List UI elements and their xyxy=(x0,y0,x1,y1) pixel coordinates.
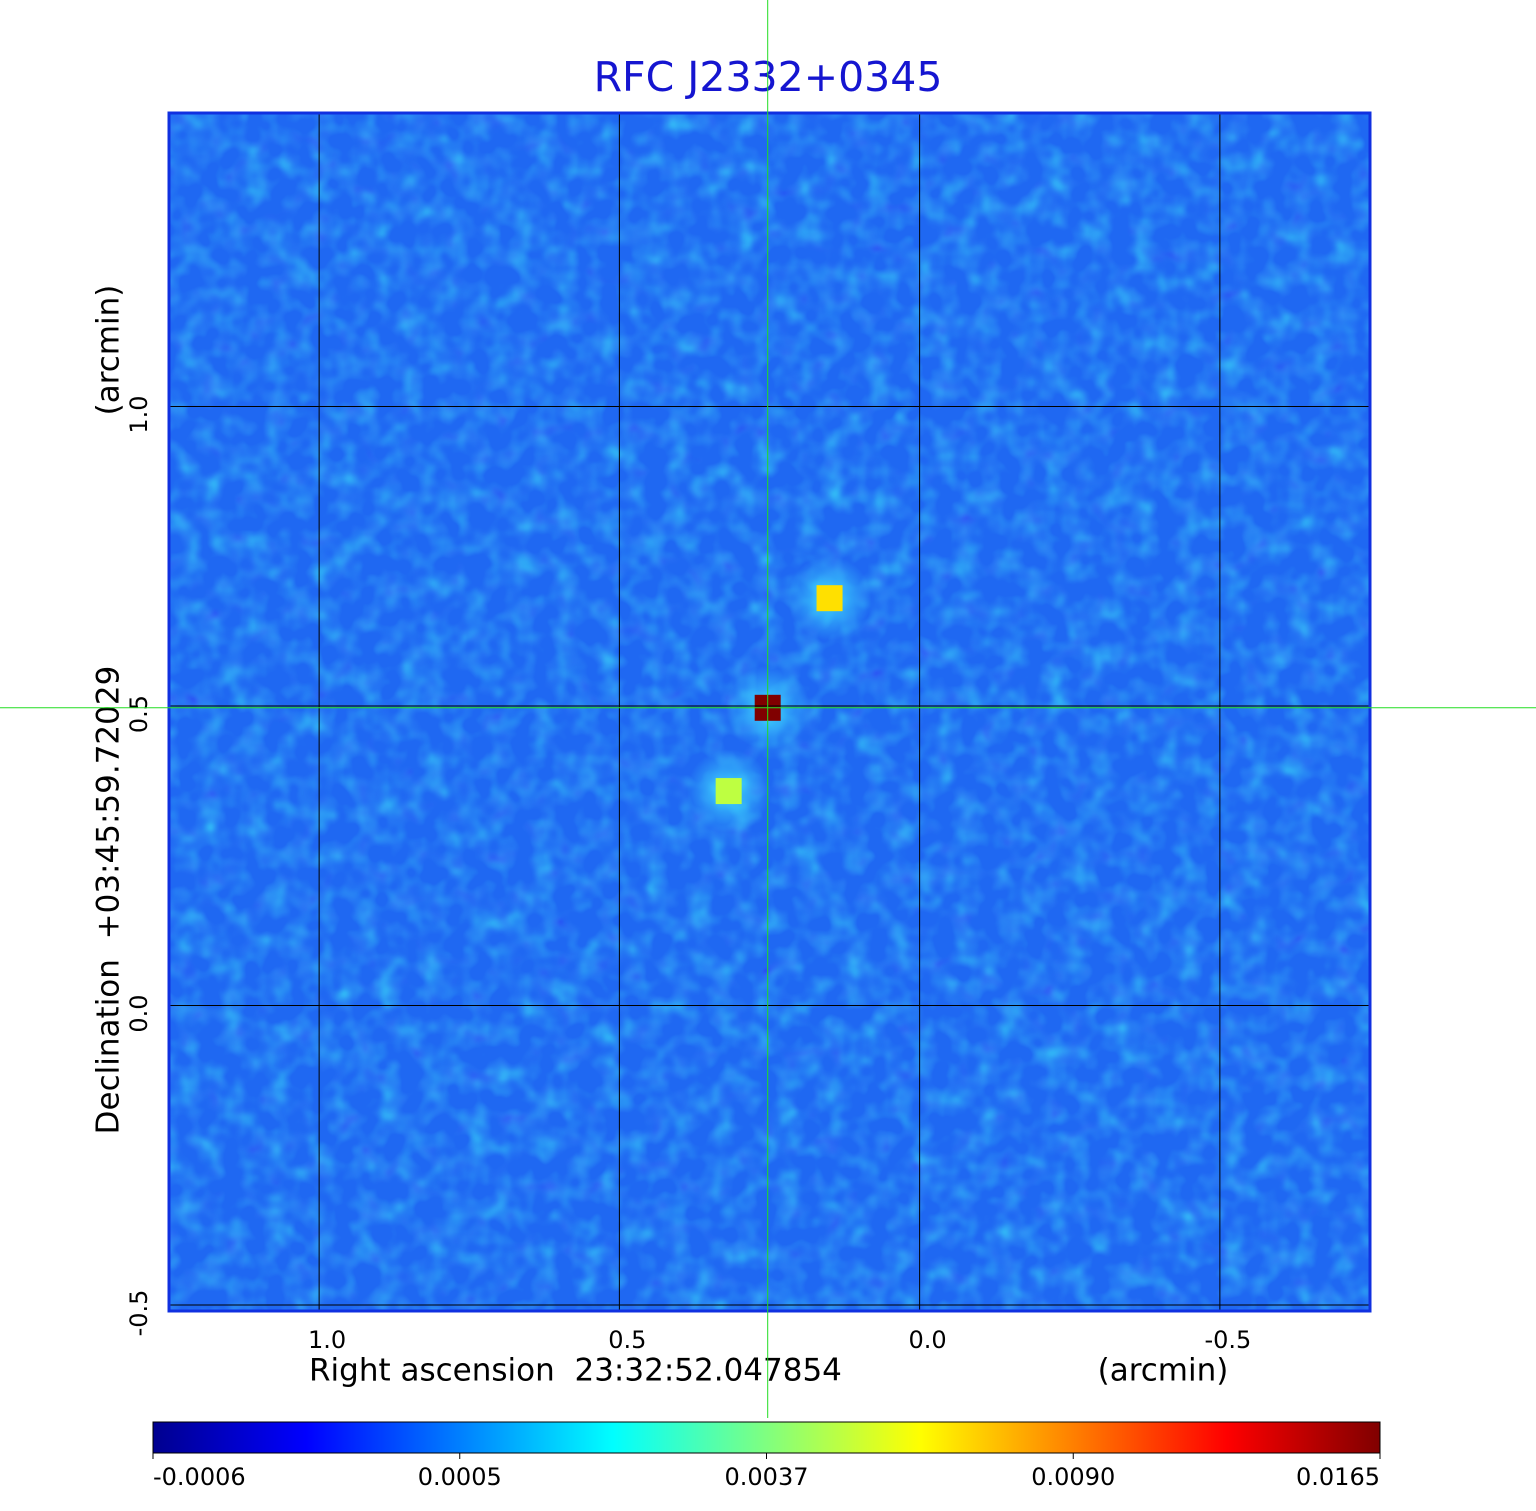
x-tick-label: -0.5 xyxy=(1204,1326,1251,1354)
colorbar-tick-label: 0.0037 xyxy=(725,1463,809,1491)
y-axis-label: Declination +03:45:59.72029 xyxy=(91,666,127,1135)
colorbar xyxy=(152,1421,1381,1454)
source xyxy=(816,585,843,612)
colorbar-tick-label: 0.0165 xyxy=(1296,1463,1380,1491)
y-tick-label: 1.0 xyxy=(125,395,153,433)
colorbar-tick-label: -0.0006 xyxy=(153,1463,246,1491)
colorbar-tick-label: 0.0005 xyxy=(418,1463,502,1491)
y-axis-unit: (arcmin) xyxy=(91,285,127,416)
y-tick-label: 0.0 xyxy=(125,994,153,1032)
x-tick-label: 0.5 xyxy=(608,1326,646,1354)
x-axis-label: Right ascension 23:32:52.047854 xyxy=(309,1353,842,1389)
y-tick-label: 0.5 xyxy=(125,695,153,733)
plot-frame xyxy=(167,111,1372,1313)
x-tick-label: 0.0 xyxy=(909,1326,947,1354)
y-tick-label: -0.5 xyxy=(125,1290,153,1337)
source xyxy=(715,778,742,805)
colorbar-tick-label: 0.0090 xyxy=(1031,1463,1115,1491)
x-tick-label: 1.0 xyxy=(308,1326,346,1354)
x-axis-unit: (arcmin) xyxy=(1098,1353,1229,1389)
